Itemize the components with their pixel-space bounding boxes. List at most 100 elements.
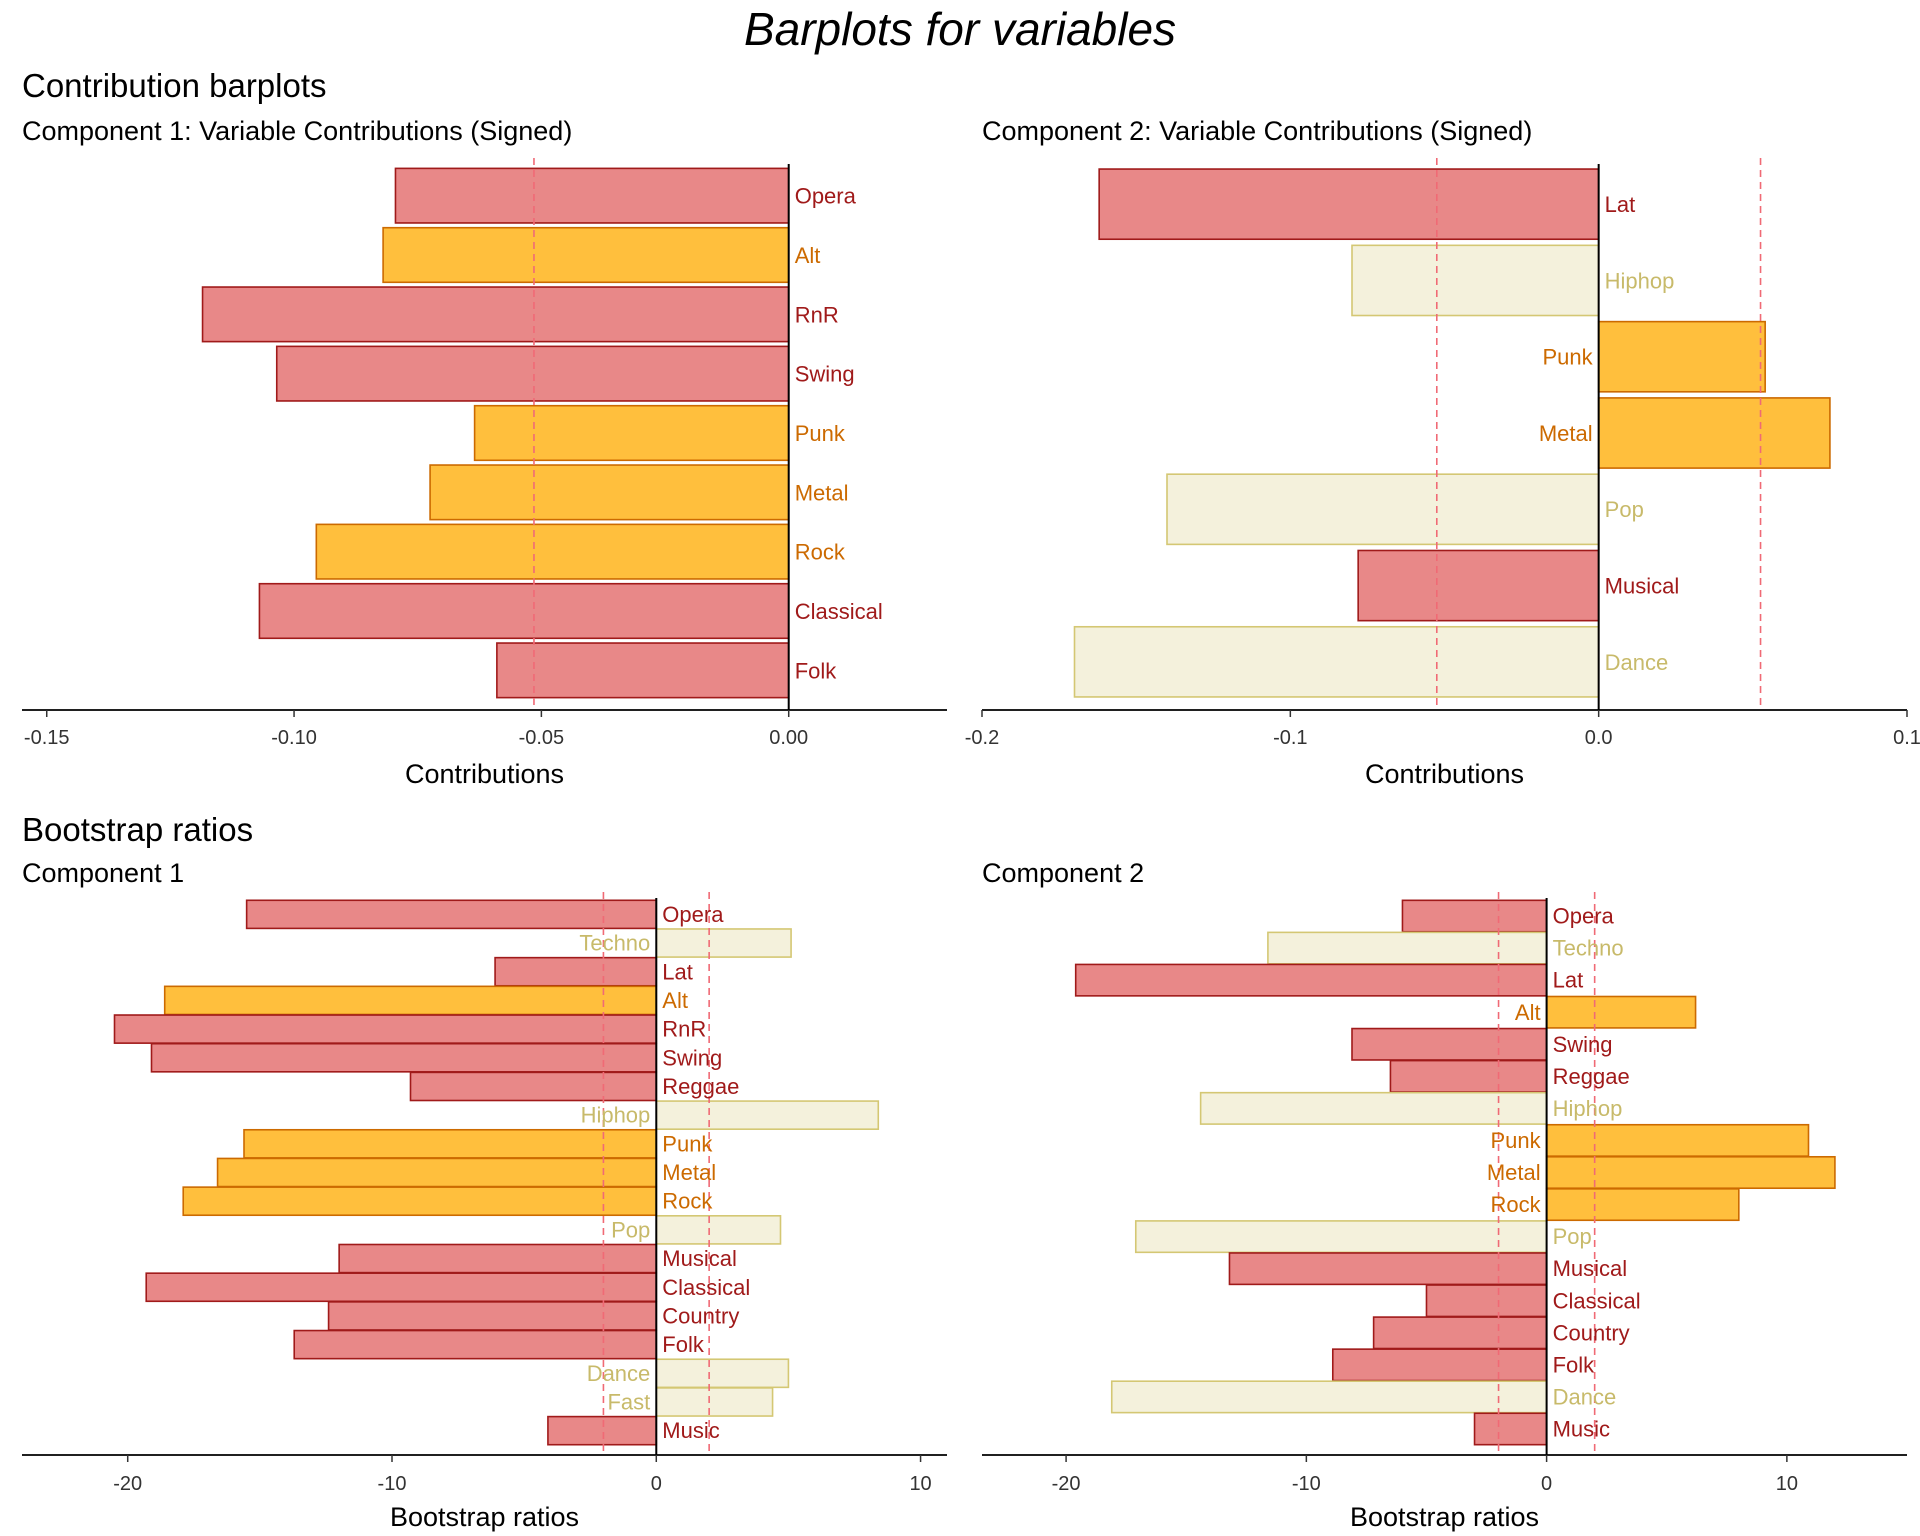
bar-metal — [429, 464, 790, 521]
bar-opera — [1401, 899, 1548, 933]
bar-reggae — [1389, 1059, 1548, 1093]
bar-techno — [655, 928, 792, 958]
x-tick-label: 10 — [909, 1473, 931, 1495]
bar-lat — [494, 956, 658, 987]
bar-label-alt: Alt — [662, 988, 688, 1013]
bar-lat — [1098, 168, 1600, 241]
bar-label-music: Music — [662, 1418, 719, 1443]
bar-classical — [145, 1272, 658, 1303]
bar-alt — [382, 226, 790, 284]
x-tick-label: -10 — [1292, 1473, 1321, 1495]
bar-country — [1372, 1316, 1548, 1350]
bar-folk — [293, 1329, 658, 1360]
bar-label-lat: Lat — [1553, 968, 1584, 993]
bar-label-punk: Punk — [795, 421, 846, 446]
x-axis-label: Bootstrap ratios — [390, 1502, 579, 1532]
bar-label-dance: Dance — [1553, 1384, 1617, 1409]
bar-rock — [182, 1186, 658, 1217]
bar-dance — [655, 1358, 790, 1389]
bar-pop — [1166, 473, 1600, 546]
bar-label-musical: Musical — [1605, 573, 1680, 598]
section-title-contribution: Contribution barplots — [22, 67, 327, 104]
x-tick-label: 0.00 — [769, 727, 808, 749]
bar-folk — [496, 642, 790, 699]
bar-label-punk: Punk — [1490, 1128, 1541, 1153]
bar-label-swing: Swing — [662, 1045, 722, 1070]
bar-label-country: Country — [662, 1303, 739, 1328]
bar-label-alt: Alt — [1515, 1000, 1541, 1025]
bar-label-hiphop: Hiphop — [581, 1103, 651, 1128]
x-axis-label: Bootstrap ratios — [1350, 1502, 1539, 1532]
bar-punk — [1545, 1123, 1810, 1157]
bar-label-lat: Lat — [662, 959, 693, 984]
bar-label-folk: Folk — [795, 658, 838, 683]
chart-component1-contributions: Component 1: Variable Contributions (Sig… — [22, 116, 947, 789]
x-tick-label: 10 — [1776, 1473, 1798, 1495]
bar-opera — [394, 167, 790, 224]
bar-pop — [1134, 1220, 1548, 1254]
bar-music — [1473, 1412, 1548, 1446]
chart-component1-bootstrap: Component 1 Opera Techno Lat Alt RnR Swing Regg… — [22, 858, 947, 1532]
bar-techno — [1267, 931, 1548, 965]
bar-rock — [315, 523, 790, 580]
bar-rnr — [113, 1014, 658, 1044]
bar-label-hiphop: Hiphop — [1553, 1096, 1623, 1121]
bar-label-reggae: Reggae — [1553, 1064, 1630, 1089]
bar-music — [547, 1415, 658, 1446]
bar-punk — [473, 404, 790, 462]
panel-title: Component 2: Variable Contributions (Sig… — [982, 116, 1532, 146]
bar-label-rock: Rock — [795, 540, 846, 565]
section-title-bootstrap: Bootstrap ratios — [22, 811, 254, 848]
x-tick-label: -0.10 — [271, 727, 317, 749]
bar-folk — [1331, 1348, 1548, 1382]
bar-label-fast: Fast — [607, 1390, 650, 1415]
x-tick-label: -20 — [1052, 1473, 1081, 1495]
bar-rnr — [201, 286, 790, 343]
x-tick-label: -0.15 — [24, 727, 70, 749]
bar-swing — [150, 1042, 658, 1073]
bar-label-pop: Pop — [1605, 497, 1644, 522]
x-tick-label: -0.1 — [1273, 727, 1307, 749]
bar-label-classical: Classical — [662, 1275, 750, 1300]
bar-label-metal: Metal — [795, 480, 849, 505]
bar-swing — [275, 345, 790, 402]
bar-label-folk: Folk — [1553, 1352, 1596, 1377]
x-tick-label: -0.05 — [519, 727, 565, 749]
bar-metal — [1545, 1155, 1836, 1190]
bar-label-musical: Musical — [662, 1246, 737, 1271]
bar-dance — [1073, 625, 1600, 698]
x-axis-label: Contributions — [405, 759, 564, 789]
bar-label-rnr: RnR — [795, 302, 839, 327]
x-tick-label: 0.0 — [1585, 727, 1613, 749]
bar-dance — [1110, 1380, 1548, 1414]
bar-label-punk: Punk — [1543, 345, 1594, 370]
bar-punk — [243, 1128, 658, 1159]
bar-label-music: Music — [1553, 1417, 1610, 1442]
bar-alt — [1545, 995, 1697, 1029]
bar-label-opera: Opera — [662, 902, 724, 927]
chart-component2-contributions: Component 2: Variable Contributions (Sig… — [965, 116, 1920, 789]
bar-label-opera: Opera — [795, 184, 857, 209]
bar-label-metal: Metal — [1487, 1160, 1541, 1185]
bar-metal — [1597, 397, 1831, 469]
bar-label-techno: Techno — [579, 931, 650, 956]
x-tick-label: 0.1 — [1893, 727, 1920, 749]
bar-label-metal: Metal — [662, 1160, 716, 1185]
bar-label-hiphop: Hiphop — [1605, 268, 1675, 293]
bar-musical — [338, 1243, 658, 1274]
bar-pop — [655, 1215, 782, 1245]
bar-alt — [163, 985, 658, 1016]
bar-metal — [216, 1157, 658, 1188]
bar-label-musical: Musical — [1553, 1256, 1628, 1281]
bar-punk — [1597, 320, 1766, 393]
bar-label-pop: Pop — [1553, 1224, 1592, 1249]
panel-title: Component 1 — [22, 858, 184, 888]
bar-label-swing: Swing — [795, 362, 855, 387]
bar-lat — [1074, 963, 1548, 997]
bar-musical — [1357, 549, 1600, 622]
x-tick-label: 0 — [651, 1473, 662, 1495]
bar-reggae — [409, 1071, 658, 1102]
bar-label-punk: Punk — [662, 1131, 713, 1156]
bar-label-techno: Techno — [1553, 936, 1624, 961]
panel-title: Component 2 — [982, 858, 1144, 888]
